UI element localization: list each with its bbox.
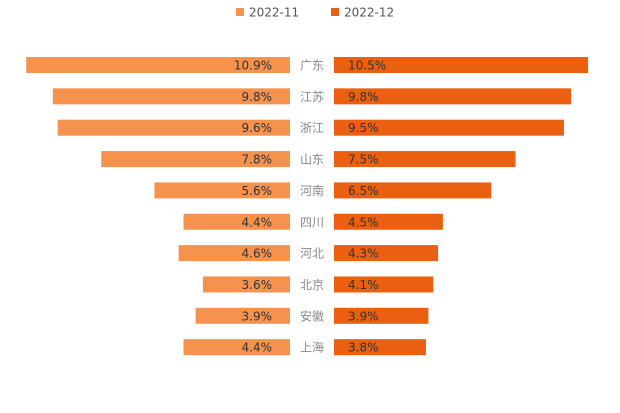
category-label-0: 广东 — [300, 59, 324, 73]
value-label-2022-11-6: 4.6% — [242, 247, 273, 261]
value-label-2022-12-3: 7.5% — [348, 153, 379, 167]
category-label-4: 河南 — [300, 183, 324, 198]
value-label-2022-12-4: 6.5% — [348, 184, 379, 198]
category-label-3: 山东 — [300, 153, 324, 167]
bar-2022-11-7 — [202, 276, 290, 293]
bar-2022-12-9 — [334, 339, 426, 356]
bar-2022-12-8 — [334, 307, 429, 324]
value-label-2022-11-2: 9.6% — [242, 121, 273, 135]
bar-2022-11-0 — [26, 57, 290, 73]
value-label-2022-11-4: 5.6% — [242, 184, 273, 198]
bar-2022-11-8 — [195, 307, 290, 324]
value-label-2022-12-5: 4.5% — [348, 215, 379, 229]
value-label-2022-11-5: 4.4% — [242, 215, 273, 229]
value-label-2022-11-7: 3.6% — [242, 278, 273, 292]
value-label-2022-12-1: 9.8% — [348, 90, 379, 104]
bar-2022-11-5 — [183, 213, 290, 230]
legend-item-2022-12-label: 2022-12 — [344, 6, 394, 20]
value-label-2022-11-3: 7.8% — [242, 153, 273, 167]
value-label-2022-12-0: 10.5% — [348, 59, 386, 73]
legend-item-2022-12-swatch — [331, 8, 339, 16]
bar-2022-12-2 — [334, 119, 564, 136]
category-label-2: 浙江 — [300, 121, 324, 135]
bar-2022-11-2 — [57, 119, 291, 136]
value-label-2022-12-2: 9.5% — [348, 121, 379, 135]
bar-2022-12-0 — [334, 57, 589, 73]
category-label-6: 河北 — [300, 247, 324, 261]
category-label-8: 安徽 — [300, 308, 324, 323]
series-2022-12-bars: 10.5% 9.8% 9.5% 7.5% 6.5% 4.5% 4.3% 4.1% 3.9% 3.8… — [334, 57, 589, 356]
category-label-9: 上海 — [300, 340, 324, 355]
value-label-2022-11-9: 4.4% — [242, 341, 273, 355]
bar-2022-11-9 — [183, 339, 290, 356]
bar-2022-12-6 — [334, 245, 439, 262]
series-2022-11-bars: 10.9% 9.8% 9.6% 7.8% 5.6% 4.4% 4.6% 3.6% 3.9% 4.4… — [26, 57, 291, 356]
category-label-1: 江苏 — [300, 90, 324, 104]
category-label-5: 四川 — [300, 215, 324, 229]
bar-2022-11-6 — [178, 245, 290, 262]
value-label-2022-11-8: 3.9% — [242, 309, 273, 323]
bar-2022-12-4 — [334, 182, 492, 199]
bar-2022-12-3 — [334, 151, 516, 168]
category-label-7: 北京 — [300, 278, 324, 292]
legend: 2022-11 2022-12 — [236, 6, 394, 20]
value-label-2022-11-0: 10.9% — [234, 59, 272, 73]
bar-2022-11-4 — [154, 182, 290, 199]
value-label-2022-12-6: 4.3% — [348, 247, 379, 261]
value-label-2022-12-8: 3.9% — [348, 309, 379, 323]
bar-2022-12-5 — [334, 213, 443, 230]
bar-2022-11-3 — [101, 151, 291, 168]
value-label-2022-12-7: 4.1% — [348, 278, 379, 292]
value-label-2022-11-1: 9.8% — [242, 90, 273, 104]
bar-2022-12-7 — [334, 276, 434, 293]
legend-item-2022-11-label: 2022-11 — [249, 6, 299, 20]
legend-item-2022-11-swatch — [236, 8, 244, 16]
value-label-2022-12-9: 3.8% — [348, 341, 379, 355]
bar-2022-11-1 — [52, 88, 291, 105]
bar-2022-12-1 — [334, 88, 572, 105]
